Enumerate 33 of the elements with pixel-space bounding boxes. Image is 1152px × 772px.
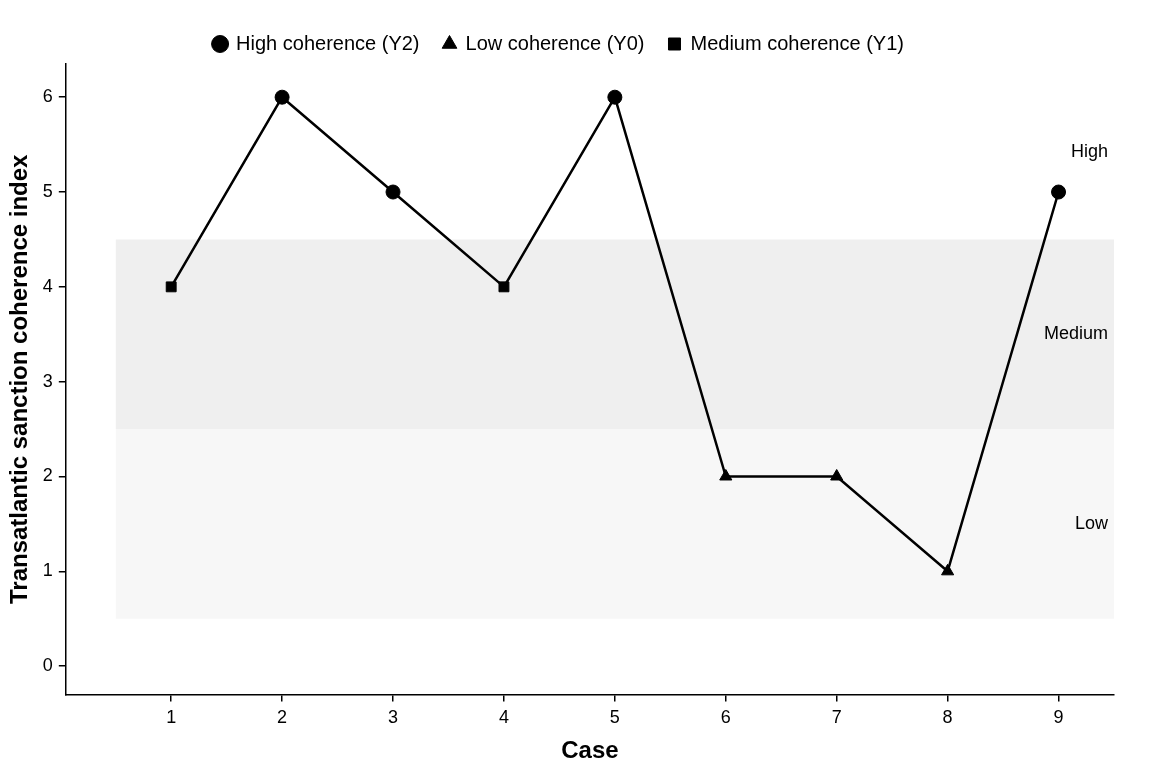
x-tick-label: 9 <box>1053 707 1064 728</box>
legend-label: Medium coherence (Y1) <box>690 31 904 54</box>
x-tick-label: 5 <box>609 707 620 728</box>
legend-label: Low coherence (Y0) <box>465 31 645 54</box>
x-tick-label: 3 <box>388 707 399 728</box>
x-tick-label: 1 <box>166 707 177 728</box>
x-tick-label: 4 <box>498 707 509 728</box>
band-label: Low <box>1074 512 1109 533</box>
annotation: High <box>1070 141 1108 162</box>
point <box>498 281 510 293</box>
point <box>830 469 844 481</box>
legend-label: High coherence (Y2) <box>236 31 420 54</box>
point <box>385 184 401 200</box>
x-axis-title: Case <box>561 736 619 764</box>
y-tick-label: 2 <box>42 465 53 486</box>
point <box>1051 184 1067 200</box>
y-tick-label: 3 <box>42 370 53 391</box>
x-tick-label: 7 <box>831 707 842 728</box>
x-tick-label: 2 <box>277 707 288 728</box>
band-label: Medium <box>1043 323 1108 344</box>
y-tick-label: 4 <box>42 275 53 296</box>
y-tick-label: 1 <box>42 560 53 581</box>
y-tick-label: 5 <box>42 180 53 201</box>
x-tick-label: 6 <box>720 707 731 728</box>
x-tick-label: 8 <box>942 707 953 728</box>
y-tick-label: 6 <box>42 86 53 107</box>
point <box>941 563 955 576</box>
point <box>274 89 290 105</box>
point <box>607 89 623 105</box>
point <box>719 469 733 481</box>
point <box>165 281 177 293</box>
y-axis-title: Transatlantic sanction coherence index <box>5 153 33 605</box>
y-tick-label: 0 <box>42 655 53 676</box>
